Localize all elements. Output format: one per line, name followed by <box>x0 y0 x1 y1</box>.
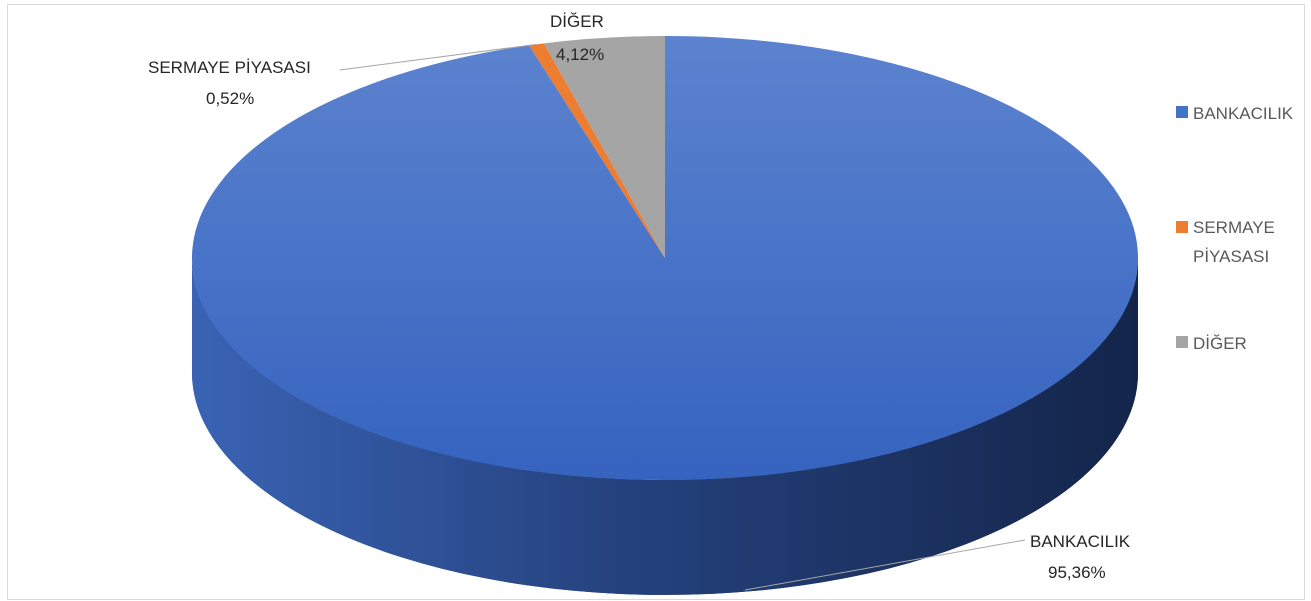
legend-label-sermaye-line1: SERMAYE <box>1193 218 1275 237</box>
legend-label-diger: DİĞER <box>1193 334 1247 353</box>
pie-side-layer <box>192 258 1138 595</box>
pie-slice-2 <box>543 36 665 258</box>
data-label-sermaye-value: 0,52% <box>206 89 254 108</box>
data-label-bankacilik-name: BANKACILIK <box>1030 532 1131 551</box>
legend-swatch-bankacilik <box>1176 106 1188 118</box>
legend-swatch-diger <box>1176 336 1188 348</box>
pie-top-layer <box>192 36 1139 480</box>
legend-swatch-sermaye <box>1176 221 1188 233</box>
data-label-diger-name: DİĞER <box>550 12 604 31</box>
leader-lines <box>339 43 1026 591</box>
legend-label-sermaye-line2: PİYASASI <box>1193 247 1269 266</box>
data-label-sermaye-name: SERMAYE PİYASASI <box>148 58 311 77</box>
pie-slice-0 <box>192 36 1139 480</box>
pie-slice-1 <box>529 43 665 258</box>
leader-line-sermaye <box>339 43 537 71</box>
data-label-bankacilik-value: 95,36% <box>1048 563 1106 582</box>
legend: BANKACILIK SERMAYE PİYASASI DİĞER <box>1176 104 1294 353</box>
pie-side-0 <box>192 258 1138 595</box>
leader-line-bankacilik <box>744 539 1026 591</box>
legend-label-bankacilik: BANKACILIK <box>1193 104 1294 123</box>
data-label-diger-value: 4,12% <box>556 45 604 64</box>
